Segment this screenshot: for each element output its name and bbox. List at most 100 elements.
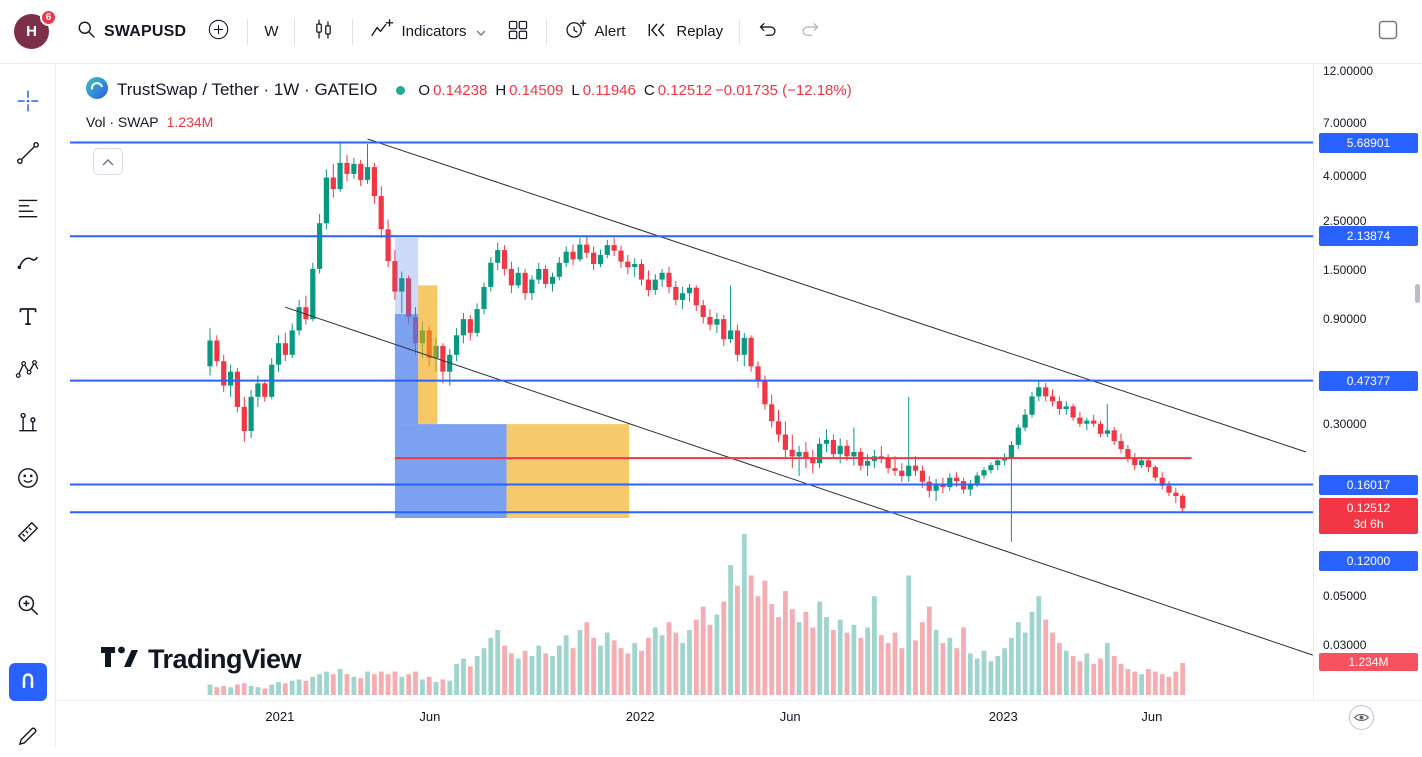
candlestick-chart[interactable]: [56, 64, 1313, 700]
open-label: O: [418, 81, 431, 99]
volume-label-badge: 1.234M: [1319, 652, 1418, 671]
tool-measure[interactable]: [9, 515, 47, 553]
symbol-title[interactable]: TrustSwap / Tether · 1W · GATEIO: [117, 80, 378, 99]
pencil-icon: [15, 723, 41, 754]
chart-pane[interactable]: TradingView TrustSwap / Tether · 1W · GA…: [56, 64, 1313, 700]
price-tick: 0.30000: [1323, 417, 1367, 432]
tradingview-logo-icon: [100, 642, 138, 677]
tool-text[interactable]: [9, 299, 47, 337]
ohlc-row: O 0.14238 H 0.14509 L 0.11946 C 0.12512 −0.0…: [418, 82, 851, 99]
redo-icon: [799, 18, 822, 45]
indicator-templates-button[interactable]: [496, 13, 540, 51]
tool-forecast[interactable]: [9, 405, 47, 443]
plus-circle-icon: [206, 17, 231, 46]
volume-value: 1.234M: [166, 114, 214, 130]
user-menu-button[interactable]: H 6: [14, 8, 57, 50]
price-tick: 12.00000: [1323, 64, 1374, 78]
time-tick: 2021: [265, 709, 295, 724]
magnet-icon: [16, 668, 40, 697]
tool-trendline[interactable]: [9, 136, 47, 174]
low-label: L: [571, 81, 580, 99]
grid-icon: [506, 18, 530, 46]
price-label-badge[interactable]: 0.12000: [1319, 551, 1418, 572]
close-label: C: [643, 81, 655, 99]
price-label-badge[interactable]: 2.13874: [1319, 226, 1418, 247]
tool-magnet[interactable]: [9, 663, 47, 701]
replay-label: Replay: [676, 23, 724, 40]
toolbar-divider: [247, 18, 249, 45]
replay-icon: [645, 18, 669, 46]
toolbar-divider: [545, 18, 547, 45]
tool-brush[interactable]: [9, 245, 47, 283]
fullscreen-button[interactable]: [1366, 13, 1410, 51]
alert-button[interactable]: Alert: [553, 13, 636, 51]
price-label-badge[interactable]: 0.16017: [1319, 474, 1418, 495]
interval-button[interactable]: W: [254, 13, 288, 51]
market-status-dot[interactable]: [396, 85, 406, 95]
price-tick: 4.00000: [1323, 169, 1367, 184]
candles-icon: [311, 17, 336, 46]
toolbar-divider: [739, 18, 741, 45]
pattern-icon: [15, 356, 41, 387]
fib-lines-icon: [15, 195, 41, 226]
indicators-label: Indicators: [401, 23, 467, 40]
drawings[interactable]: [70, 138, 1313, 656]
drawing-toolbar: [0, 64, 56, 747]
scale-visibility-button[interactable]: [1348, 704, 1375, 731]
price-axis[interactable]: 12.00000 7.00000 4.00000 2.50000 1.50000 0.90…: [1313, 64, 1422, 700]
symbol-search-button[interactable]: SWAPUSD: [66, 13, 196, 51]
tool-emoji[interactable]: [9, 461, 47, 499]
price-label-badge[interactable]: 0.47377: [1319, 370, 1418, 391]
compare-add-button[interactable]: [196, 13, 241, 51]
tool-xabcd-pattern[interactable]: [9, 352, 47, 390]
redo-button[interactable]: [789, 13, 832, 51]
smiley-icon: [15, 465, 41, 496]
time-tick: Jun: [1141, 709, 1163, 724]
price-label-badge[interactable]: 5.68901: [1319, 132, 1418, 153]
chevron-up-icon: [102, 153, 114, 171]
scrollbar-thumb[interactable]: [1415, 284, 1420, 303]
top-toolbar: H 6 SWAPUSD W Indicators: [0, 0, 1422, 64]
price-tick: 1.50000: [1323, 263, 1367, 278]
open-value: 0.14238: [433, 81, 488, 99]
volume-row: Vol · SWAP 1.234M: [86, 114, 852, 130]
volume-bars: [207, 533, 1186, 695]
indicators-icon: [369, 17, 394, 46]
candles: [207, 142, 1186, 542]
close-value: 0.12512: [657, 81, 712, 99]
eye-icon: [1348, 704, 1375, 735]
undo-button[interactable]: [746, 13, 789, 51]
symbol-logo: [86, 76, 108, 104]
undo-icon: [756, 18, 779, 45]
indicators-button[interactable]: Indicators: [359, 13, 495, 51]
high-label: H: [495, 81, 507, 99]
tool-edit[interactable]: [9, 719, 47, 757]
tv-watermark: TradingView: [100, 642, 302, 677]
time-axis[interactable]: 2021 Jun 2022 Jun 2023 Jun: [56, 700, 1422, 747]
tool-fib-retracement[interactable]: [9, 191, 47, 229]
ruler-icon: [15, 519, 41, 550]
chevron-down-icon: [476, 23, 486, 40]
chart-legend: TrustSwap / Tether · 1W · GATEIO O 0.1423…: [86, 76, 852, 130]
symbol-text: SWAPUSD: [104, 22, 187, 40]
price-label-badge[interactable]: 0.12512 3d 6h: [1319, 498, 1418, 535]
change-value: −0.01735 (−12.18%): [714, 81, 852, 99]
alert-clock-icon: [563, 17, 588, 46]
price-tick: 7.00000: [1323, 115, 1367, 130]
tool-zoom-in[interactable]: [9, 588, 47, 626]
high-value: 0.14509: [509, 81, 564, 99]
price-tick: 0.90000: [1323, 312, 1367, 327]
time-tick: 2023: [988, 709, 1018, 724]
trendline-icon: [15, 140, 41, 171]
crosshair-icon: [15, 88, 41, 119]
volume-label: Vol · SWAP: [86, 114, 159, 130]
replay-button[interactable]: Replay: [635, 13, 733, 51]
tool-crosshair[interactable]: [9, 84, 47, 122]
text-tool-icon: [15, 303, 41, 334]
notification-badge: 6: [40, 8, 57, 26]
collapse-legend-button[interactable]: [93, 148, 123, 175]
time-tick: Jun: [779, 709, 801, 724]
brush-icon: [15, 249, 41, 280]
zoom-in-icon: [15, 592, 41, 623]
chart-type-button[interactable]: [301, 13, 346, 51]
